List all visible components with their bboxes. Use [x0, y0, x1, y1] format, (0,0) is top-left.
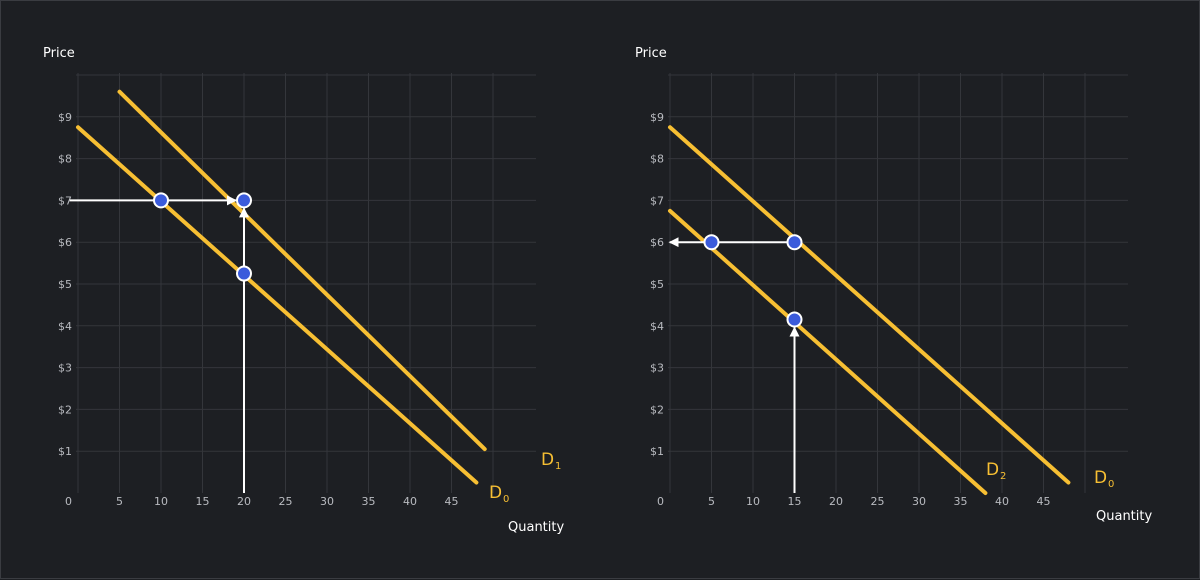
x-tick-label: 0	[657, 495, 664, 508]
x-tick-label: 10	[746, 495, 760, 508]
x-tick-label: 5	[116, 495, 123, 508]
y-tick-label: $1	[650, 445, 664, 458]
y-tick-label: $4	[58, 320, 72, 333]
y-tick-label: $7	[650, 194, 664, 207]
equilibrium-point	[236, 265, 252, 282]
x-tick-label: 20	[829, 495, 843, 508]
y-tick-label: $9	[58, 111, 72, 124]
curve-label-D2: D	[986, 460, 999, 480]
y-tick-label: $5	[58, 278, 72, 291]
y-tick-label: $3	[58, 362, 72, 375]
equilibrium-point	[703, 234, 720, 251]
curve-label-subscript: 2	[1000, 471, 1006, 482]
y-tick-label: $3	[650, 362, 664, 375]
x-tick-label: 30	[912, 495, 926, 508]
x-tick-label: 40	[995, 495, 1009, 508]
x-tick-label: 15	[196, 495, 210, 508]
equilibrium-point	[236, 192, 252, 209]
x-tick-label: 45	[445, 495, 459, 508]
y-tick-label: $5	[650, 278, 664, 291]
y-tick-label: $1	[58, 445, 72, 458]
x-tick-label: 10	[154, 495, 168, 508]
y-tick-label: $2	[58, 403, 72, 416]
x-axis-title: Quantity	[508, 520, 564, 535]
chart-panel-2: $1$2$3$4$5$6$7$8$90 5 10 15 20 25 30 35 40 45Pric…	[635, 46, 1152, 524]
curve-label-subscript: 1	[555, 461, 561, 472]
x-tick-label: 20	[237, 495, 251, 508]
y-tick-label: $9	[650, 111, 664, 124]
x-tick-label: 30	[320, 495, 334, 508]
demand-curve-D2	[668, 208, 988, 495]
equilibrium-point	[786, 311, 803, 328]
demand-curve-D0	[76, 125, 479, 485]
y-tick-label: $6	[58, 236, 72, 249]
y-axis-title: Price	[635, 46, 667, 61]
x-tick-label: 35	[954, 495, 968, 508]
curve-label-D0: D	[489, 483, 502, 503]
x-tick-label: 45	[1037, 495, 1051, 508]
y-axis-title: Price	[43, 46, 75, 61]
y-tick-label: $7	[58, 194, 72, 207]
equilibrium-point	[153, 192, 169, 209]
demand-curve-D1	[117, 89, 487, 452]
y-tick-label: $4	[650, 320, 664, 333]
y-tick-label: $8	[58, 153, 72, 166]
curve-label-subscript: 0	[1108, 479, 1114, 490]
demand-curve-D0	[668, 125, 1071, 485]
y-tick-label: $2	[650, 403, 664, 416]
equilibrium-point	[786, 234, 803, 251]
x-tick-label: 0	[65, 495, 72, 508]
curve-label-D0: D	[1094, 468, 1107, 488]
curve-label-D1: D	[541, 450, 554, 470]
y-tick-label: $8	[650, 153, 664, 166]
x-tick-label: 25	[871, 495, 885, 508]
x-tick-label: 15	[788, 495, 802, 508]
x-tick-label: 25	[279, 495, 293, 508]
x-tick-label: 35	[362, 495, 376, 508]
x-tick-label: 40	[403, 495, 417, 508]
x-axis-title: Quantity	[1096, 509, 1152, 524]
chart-panel-1: $1$2$3$4$5$6$7$8$90 5 10 15 20 25 30 35 40 45Pric…	[43, 46, 564, 535]
x-tick-label: 5	[708, 495, 715, 508]
curve-label-subscript: 0	[503, 494, 509, 505]
y-tick-label: $6	[650, 236, 664, 249]
